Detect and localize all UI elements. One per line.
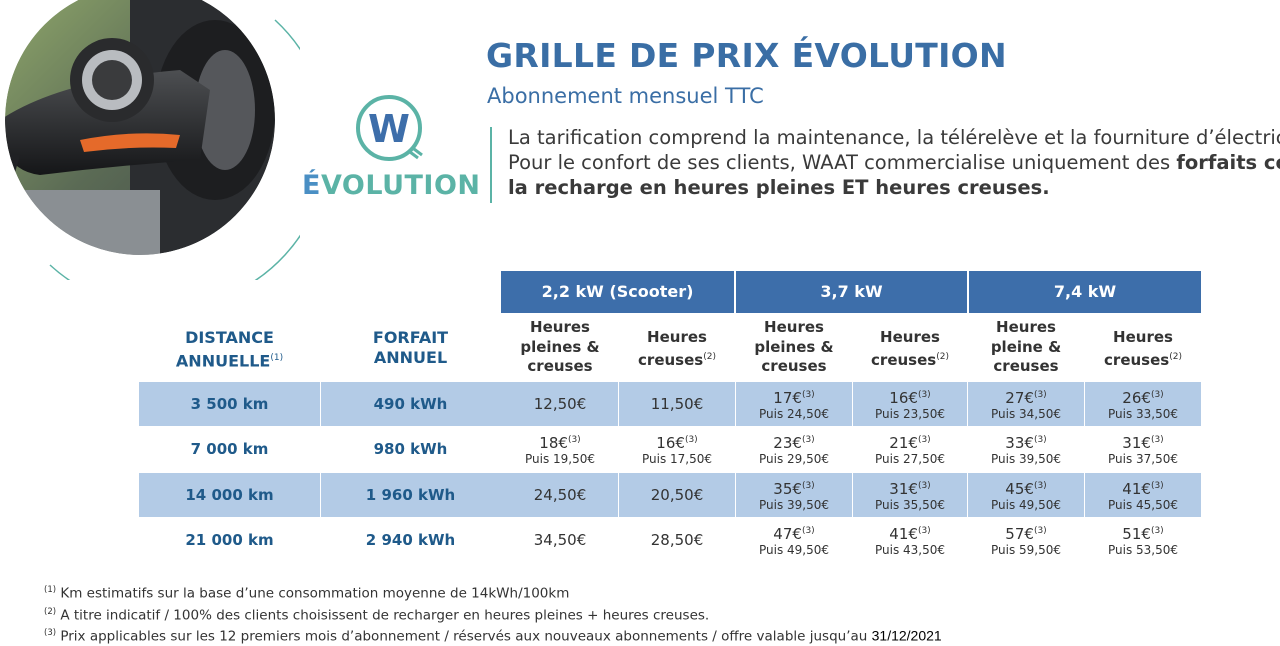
sub-header: Heures creuses(2)	[1104, 328, 1182, 369]
price-cell: 16€(3) Puis 23,50€	[874, 389, 946, 421]
footnote: (1) Km estimatifs sur la base d’une cons…	[44, 585, 570, 602]
description-line-3: la recharge en heures pleines ET heures …	[508, 176, 1050, 199]
column-divider	[618, 473, 619, 517]
price-cell: 47€(3) Puis 49,50€	[758, 525, 830, 557]
sub-header: Heures creuses(2)	[871, 328, 949, 369]
footnote: (3) Prix applicables sur les 12 premiers…	[44, 627, 942, 645]
power-header: 2,2 kW (Scooter)	[501, 271, 734, 313]
column-divider	[852, 473, 853, 517]
column-divider	[320, 382, 321, 426]
price-cell: 41€(3) Puis 43,50€	[874, 525, 946, 557]
price-cell: 45€(3) Puis 49,50€	[990, 480, 1062, 512]
page-subtitle: Abonnement mensuel TTC	[487, 84, 764, 108]
distance-cell: 21 000 km	[185, 531, 274, 549]
price-cell: 16€(3) Puis 17,50€	[641, 434, 713, 466]
ev-charger-plug-photo	[0, 0, 300, 280]
price-cell: 31€(3) Puis 35,50€	[874, 480, 946, 512]
price-cell: 24,50€	[533, 486, 587, 504]
price-cell: 27€(3) Puis 34,50€	[990, 389, 1062, 421]
evolution-logo: W ÉVOLUTION	[302, 92, 481, 212]
table-row	[139, 473, 1201, 517]
table-row	[139, 382, 1201, 426]
sub-header: Heures pleines & creuses	[520, 318, 600, 375]
price-cell: 18€(3) Puis 19,50€	[524, 434, 596, 466]
column-divider	[967, 382, 968, 426]
plug-w-icon: W	[356, 95, 423, 161]
forfait-header: FORFAIT ANNUEL	[372, 328, 449, 367]
sub-header: Heures creuses(2)	[638, 328, 716, 369]
distance-cell: 7 000 km	[190, 440, 269, 458]
column-divider	[320, 473, 321, 517]
price-cell: 28,50€	[650, 531, 704, 549]
description-line-1: La tarification comprend la maintenance,…	[508, 126, 1280, 149]
price-cell: 31€(3) Puis 37,50€	[1107, 434, 1179, 466]
power-header: 3,7 kW	[736, 271, 967, 313]
column-divider	[618, 382, 619, 426]
footnote: (2) A titre indicatif / 100% des clients…	[44, 606, 710, 624]
price-cell: 23€(3) Puis 29,50€	[758, 434, 830, 466]
sub-header: Heures pleines & creuses	[754, 318, 834, 375]
description-divider	[490, 127, 492, 203]
column-divider	[1084, 382, 1085, 426]
price-cell: 33€(3) Puis 39,50€	[990, 434, 1062, 466]
distance-cell: 3 500 km	[190, 395, 269, 413]
column-divider	[852, 382, 853, 426]
price-cell: 12,50€	[533, 395, 587, 413]
column-divider	[735, 382, 736, 426]
price-cell: 51€(3) Puis 53,50€	[1107, 525, 1179, 557]
description-line-2: Pour le confort de ses clients, WAAT com…	[508, 151, 1280, 174]
price-cell: 17€(3) Puis 24,50€	[758, 389, 830, 421]
description: La tarification comprend la maintenance,…	[508, 125, 1280, 200]
forfait-cell: 490 kWh	[373, 395, 448, 413]
column-divider	[967, 473, 968, 517]
sub-header: Heures pleine & creuses	[990, 318, 1062, 375]
footnotes: (1) Km estimatifs sur la base d’une cons…	[44, 581, 942, 646]
price-cell: 35€(3) Puis 39,50€	[758, 480, 830, 512]
forfait-cell: 2 940 kWh	[365, 531, 456, 549]
power-header: 7,4 kW	[969, 271, 1201, 313]
column-divider	[735, 473, 736, 517]
logo-text: ÉVOLUTION	[302, 170, 481, 201]
price-cell: 20,50€	[650, 486, 704, 504]
page-title: GRILLE DE PRIX ÉVOLUTION	[486, 36, 1007, 75]
price-cell: 34,50€	[533, 531, 587, 549]
price-cell: 57€(3) Puis 59,50€	[990, 525, 1062, 557]
svg-text:W: W	[368, 107, 410, 151]
distance-cell: 14 000 km	[185, 486, 274, 504]
column-divider	[1084, 473, 1085, 517]
distance-header: DISTANCE ANNUELLE(1)	[175, 328, 284, 371]
forfait-cell: 980 kWh	[373, 440, 448, 458]
price-cell: 26€(3) Puis 33,50€	[1107, 389, 1179, 421]
price-cell: 11,50€	[650, 395, 704, 413]
price-cell: 41€(3) Puis 45,50€	[1107, 480, 1179, 512]
price-cell: 21€(3) Puis 27,50€	[874, 434, 946, 466]
forfait-cell: 1 960 kWh	[365, 486, 456, 504]
